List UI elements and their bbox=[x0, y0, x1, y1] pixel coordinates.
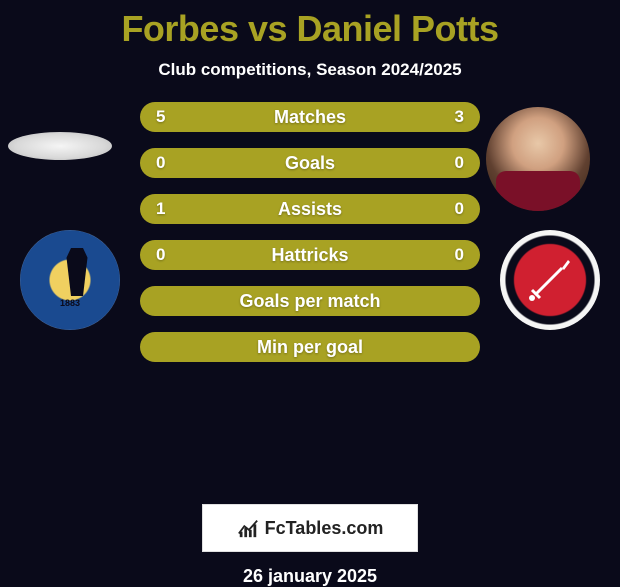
stat-right-value: 0 bbox=[455, 153, 464, 173]
club-badge-right bbox=[500, 230, 600, 330]
stat-label: Assists bbox=[278, 199, 342, 220]
stat-row-assists: 1 Assists 0 bbox=[140, 194, 480, 224]
stat-right-value: 3 bbox=[455, 107, 464, 127]
stat-label: Min per goal bbox=[257, 337, 363, 358]
stat-row-matches: 5 Matches 3 bbox=[140, 102, 480, 132]
club-left-year: 1883 bbox=[60, 298, 80, 308]
footer-brand-text: FcTables.com bbox=[265, 518, 384, 539]
stat-row-goals: 0 Goals 0 bbox=[140, 148, 480, 178]
page-title: Forbes vs Daniel Potts bbox=[0, 0, 620, 50]
stat-label: Matches bbox=[274, 107, 346, 128]
stat-row-goals-per-match: Goals per match bbox=[140, 286, 480, 316]
stat-left-value: 0 bbox=[156, 245, 165, 265]
footer-logo[interactable]: FcTables.com bbox=[202, 504, 418, 552]
stat-label: Goals bbox=[285, 153, 335, 174]
stat-row-hattricks: 0 Hattricks 0 bbox=[140, 240, 480, 270]
stat-label: Goals per match bbox=[239, 291, 380, 312]
club-badge-left: 1883 bbox=[20, 230, 120, 330]
stat-right-value: 0 bbox=[455, 245, 464, 265]
comparison-panel: 1883 5 Matches 3 0 Goals 0 1 Assists 0 0 Hattricks… bbox=[0, 110, 620, 490]
stats-list: 5 Matches 3 0 Goals 0 1 Assists 0 0 Hattricks 0 Goal… bbox=[140, 102, 480, 378]
player-photo-left bbox=[8, 132, 112, 160]
stat-left-value: 1 bbox=[156, 199, 165, 219]
stat-right-value: 0 bbox=[455, 199, 464, 219]
stat-row-min-per-goal: Min per goal bbox=[140, 332, 480, 362]
chart-icon bbox=[237, 517, 259, 539]
player-photo-right bbox=[486, 107, 590, 211]
stat-left-value: 5 bbox=[156, 107, 165, 127]
stat-left-value: 0 bbox=[156, 153, 165, 173]
date-text: 26 january 2025 bbox=[0, 566, 620, 587]
subtitle: Club competitions, Season 2024/2025 bbox=[0, 60, 620, 80]
sword-icon bbox=[520, 250, 580, 310]
stat-label: Hattricks bbox=[271, 245, 348, 266]
